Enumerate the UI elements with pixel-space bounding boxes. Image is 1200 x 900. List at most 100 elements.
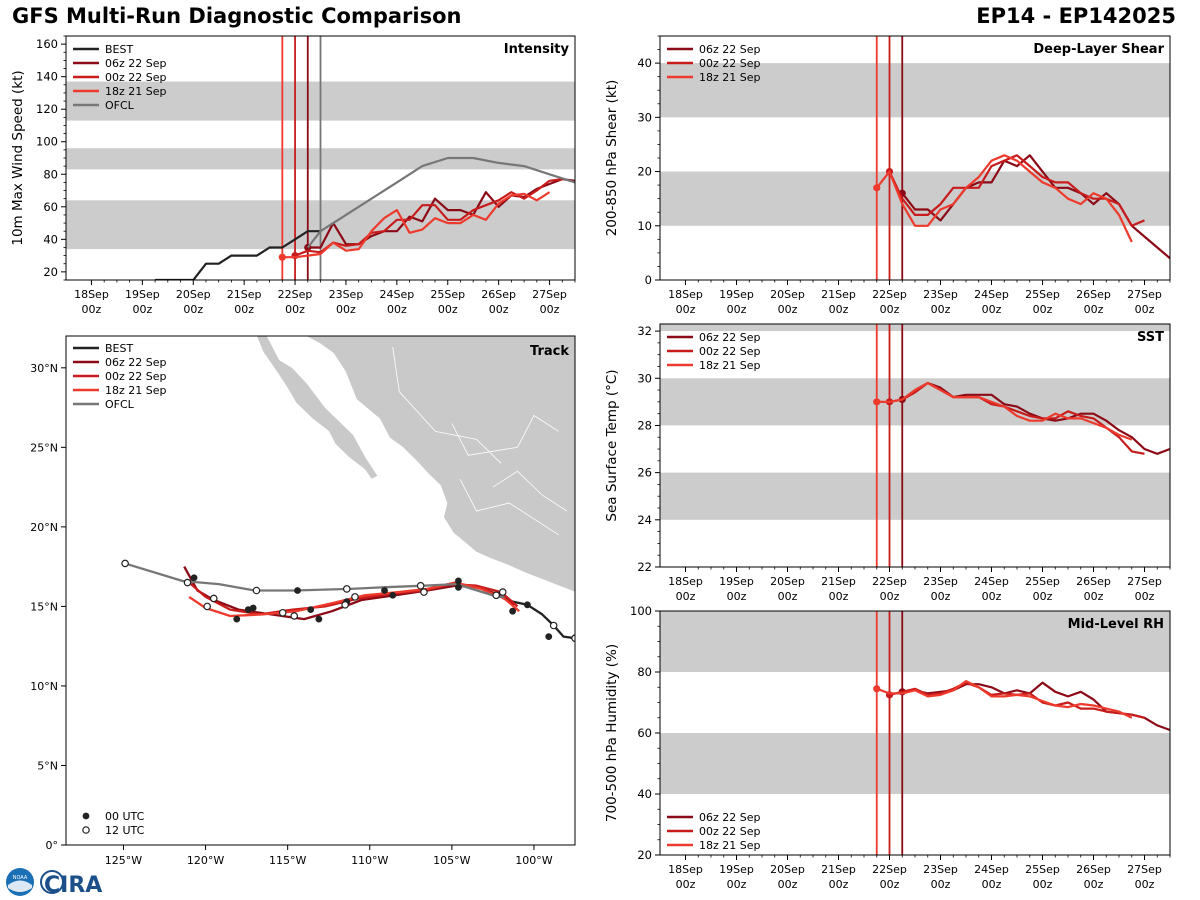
sst-xtick-date: 25Sep: [1025, 575, 1060, 588]
track-legend-label: 18z 21 Sep: [105, 384, 167, 397]
track-ytick-label: 20°N: [30, 521, 58, 534]
intensity-xtick-date: 19Sep: [125, 288, 160, 301]
sst-xtick-hour: 00z: [880, 590, 900, 603]
sst-series-18z-21-sep: [876, 381, 1133, 441]
track-marker-12utc: [342, 585, 351, 593]
intensity-xtick-hour: 00z: [438, 303, 458, 316]
intensity-xtick-date: 23Sep: [329, 288, 364, 301]
track-frame: [65, 335, 576, 846]
track-xtick-label: 115°W: [269, 854, 306, 867]
rh-series-06z-22-sep: [902, 681, 1170, 732]
rh-xtick-hour: 00z: [829, 878, 849, 891]
intensity-xtick-date: 24Sep: [379, 288, 414, 301]
sst-xtick-hour: 00z: [982, 590, 1002, 603]
rh-xtick-hour: 00z: [676, 878, 696, 891]
shear-start-point-18z-21-sep: [873, 184, 881, 192]
intensity-ylabel: 10m Max Wind Speed (kt): [10, 70, 26, 245]
shear-ytick-label: 20: [637, 165, 652, 179]
noaa-seal-text: NOAA: [13, 875, 28, 881]
sst-xtick-hour: 00z: [829, 590, 849, 603]
shear-xtick-date: 25Sep: [1025, 288, 1060, 301]
rh-ytick-label: 60: [637, 726, 652, 740]
track-marker-00utc: [307, 606, 315, 613]
track-marker-12utc: [416, 581, 425, 590]
shear-band-1: [660, 63, 1170, 118]
track-marker-00utc: [294, 587, 301, 594]
intensity-xtick-date: 21Sep: [227, 288, 262, 301]
rh-xtick-date: 27Sep: [1127, 863, 1162, 876]
rh-xtick-hour: 00z: [880, 878, 900, 891]
mexico-land: [304, 336, 575, 593]
shear-xtick-hour: 00z: [1033, 303, 1053, 316]
track-xtick-label: 125°W: [105, 854, 142, 867]
shear-panel: 0 10 20 30 40 18Sep 00z 19Sep 00z 20Sep 00z 21Sep 00…: [604, 35, 1171, 316]
track-marker-12utc: [209, 594, 218, 603]
shear-xtick-date: 27Sep: [1127, 288, 1162, 301]
rh-xtick-date: 21Sep: [821, 863, 856, 876]
shear-xtick-hour: 00z: [778, 303, 798, 316]
sst-legend-label: 18z 21 Sep: [699, 359, 761, 372]
shear-xtick-hour: 00z: [880, 303, 900, 316]
shear-xtick-hour: 00z: [676, 303, 696, 316]
shear-ytick-label: 30: [637, 110, 652, 124]
track-marker-12utc: [351, 593, 359, 601]
rh-plot-area: [660, 611, 1170, 855]
rh-ytick-label: 80: [637, 665, 652, 679]
intensity-xtick-hour: 00z: [387, 303, 407, 316]
track-ytick-label: 30°N: [30, 362, 58, 375]
baja-california-land: [256, 336, 379, 480]
sst-ytick-label: 30: [637, 371, 652, 385]
intensity-ytick-label: 160: [36, 37, 58, 51]
intensity-plot-area: [66, 36, 575, 280]
rh-legend-label: 06z 22 Sep: [699, 811, 761, 824]
sst-ytick-label: 26: [637, 466, 652, 480]
intensity-xtick-date: 27Sep: [532, 288, 567, 301]
track-marker-00utc: [315, 615, 323, 623]
intensity-series-18z-21-sep: [282, 191, 551, 259]
track-marker-legend-label: 00 UTC: [105, 810, 145, 823]
rh-xtick-date: 26Sep: [1076, 863, 1111, 876]
track-legend-label: OFCL: [105, 398, 135, 411]
intensity-legend-label: 00z 22 Sep: [105, 71, 167, 84]
storm-id: EP14 - EP142025: [976, 4, 1176, 28]
state-border: [451, 414, 559, 456]
shear-ytick-label: 0: [645, 273, 652, 287]
rh-ytick-label: 20: [637, 848, 652, 862]
sst-ytick-label: 24: [637, 513, 652, 527]
state-border: [492, 470, 568, 512]
intensity-xtick-date: 20Sep: [176, 288, 211, 301]
track-series-18z-21-sep: [188, 581, 520, 618]
intensity-xtick-hour: 00z: [540, 303, 560, 316]
shear-legend-label: 06z 22 Sep: [699, 43, 761, 56]
track-marker-00utc: [244, 606, 252, 613]
intensity-panel-title: Intensity: [504, 42, 570, 57]
track-xtick-label: 100°W: [515, 854, 552, 867]
track-xtick-label: 120°W: [187, 854, 224, 867]
track-ytick-label: 10°N: [30, 680, 58, 693]
intensity-xtick-date: 26Sep: [481, 288, 516, 301]
rh-start-point-18z-21-sep: [873, 685, 881, 693]
track-plot-area: [121, 336, 575, 643]
shear-xtick-date: 23Sep: [923, 288, 958, 301]
shear-ytick-label: 40: [637, 56, 652, 70]
shear-plot-area: [660, 36, 1170, 280]
noaa-wave-icon: [8, 880, 32, 892]
sst-xtick-hour: 00z: [778, 590, 798, 603]
sst-legend-label: 00z 22 Sep: [699, 345, 761, 358]
rh-xtick-hour: 00z: [727, 878, 747, 891]
shear-ytick-label: 10: [637, 219, 652, 233]
shear-xtick-hour: 00z: [1135, 303, 1155, 316]
rh-ytick-label: 40: [637, 787, 652, 801]
sst-xtick-date: 26Sep: [1076, 575, 1111, 588]
track-marker-00utc: [233, 615, 241, 623]
sst-xtick-date: 24Sep: [974, 575, 1009, 588]
intensity-legend-label: 18z 21 Sep: [105, 85, 167, 98]
intensity-xtick-hour: 00z: [234, 303, 254, 316]
track-marker-legend-symbol: [82, 812, 90, 820]
shear-legend-label: 00z 22 Sep: [699, 57, 761, 70]
rh-panel-title: Mid-Level RH: [1068, 617, 1164, 632]
intensity-xtick-hour: 00z: [285, 303, 305, 316]
track-marker-00utc: [455, 583, 462, 591]
shear-xtick-date: 21Sep: [821, 288, 856, 301]
